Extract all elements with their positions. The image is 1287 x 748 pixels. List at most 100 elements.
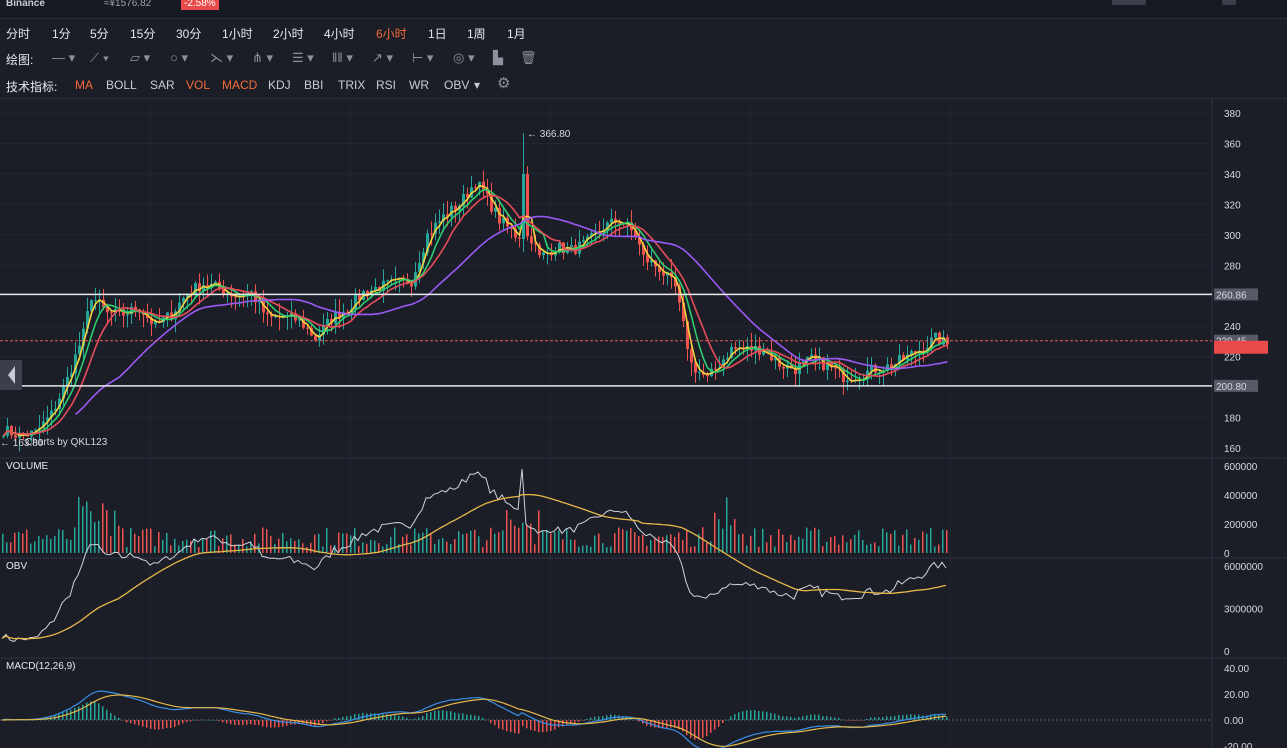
trash-icon[interactable]: 🗑 — [520, 50, 537, 65]
macd-histogram-bar — [578, 720, 580, 722]
candle-body — [582, 239, 585, 242]
indicator-rsi[interactable]: RSI — [376, 78, 397, 92]
macd-histogram-bar — [334, 718, 336, 720]
candle-body — [834, 367, 837, 369]
chevron-left-icon[interactable] — [8, 366, 15, 384]
header-button[interactable] — [1112, 0, 1146, 5]
price-axis-label: 320 — [1224, 200, 1241, 211]
candle-body — [426, 233, 429, 253]
volume-bar — [738, 534, 740, 553]
macd-histogram-bar — [942, 715, 944, 720]
volume-bar — [166, 533, 168, 553]
macd-histogram-bar — [466, 714, 468, 720]
candle-body — [494, 207, 497, 212]
macd-histogram-bar — [714, 720, 716, 730]
macd-histogram-bar — [474, 715, 476, 720]
candle-body — [58, 398, 61, 409]
timeframe-6[interactable]: 2小时 — [273, 27, 304, 41]
macd-histogram-bar — [610, 714, 612, 720]
indicator-vol[interactable]: VOL — [186, 78, 211, 92]
timeframe-0[interactable]: 分时 — [6, 27, 31, 41]
arrow-tool-icon[interactable]: ↗ ▾ — [372, 50, 394, 65]
timeframe-10[interactable]: 1周 — [467, 27, 486, 41]
volume-bar — [494, 533, 496, 553]
macd-histogram-bar — [434, 710, 436, 720]
measure-tool-icon[interactable]: ⊢ ▾ — [412, 50, 434, 65]
indicator-ma[interactable]: MA — [75, 78, 93, 92]
timeframe-2[interactable]: 5分 — [90, 27, 109, 41]
macd-histogram-bar — [522, 720, 524, 727]
indicator-trix[interactable]: TRIX — [338, 78, 366, 92]
volume-bar — [434, 544, 436, 553]
candle-body — [450, 205, 453, 217]
polyline-tool-icon[interactable]: ⋋ ▾ — [210, 50, 234, 65]
indicator-boll[interactable]: BOLL — [106, 78, 137, 92]
volume-bar — [742, 533, 744, 553]
volume-bar — [114, 510, 116, 553]
volume-bar — [386, 544, 388, 553]
macd-histogram-bar — [814, 714, 816, 720]
gear-icon[interactable]: ⚙ — [497, 75, 511, 92]
timeframe-1[interactable]: 1分 — [52, 27, 71, 41]
line-tool-icon[interactable]: — ▾ — [52, 50, 76, 65]
timeframe-4[interactable]: 30分 — [176, 27, 202, 41]
header-button-small[interactable] — [1222, 0, 1236, 5]
candle-body — [150, 317, 153, 325]
timeframe-8[interactable]: 6小时 — [376, 27, 407, 41]
timeframe-5[interactable]: 1小时 — [222, 27, 253, 41]
indicator-bbi[interactable]: BBI — [304, 78, 324, 92]
indicator-sar[interactable]: SAR — [150, 78, 175, 92]
candle-body — [306, 327, 309, 329]
candle-body — [810, 354, 813, 357]
candle-body — [770, 352, 773, 361]
macd-histogram-bar — [338, 717, 340, 720]
channel-tool-icon[interactable]: ▱ ▾ — [130, 50, 151, 65]
timeframe-7[interactable]: 4小时 — [324, 27, 355, 41]
volume-bar — [514, 525, 516, 553]
price-axis-label: 240 — [1224, 322, 1241, 333]
volume-bar — [594, 535, 596, 553]
macd-histogram-bar — [726, 719, 728, 721]
pitchfork-tool-icon[interactable]: ⋔ ▾ — [252, 50, 274, 65]
chart-type-icon[interactable]: ▙ — [493, 50, 503, 65]
indicator-wr[interactable]: WR — [409, 78, 429, 92]
candle-body — [166, 312, 169, 318]
timeframe-3[interactable]: 15分 — [130, 27, 156, 41]
volume-bar — [650, 539, 652, 553]
gann-tool-icon[interactable]: ‖‖ ▾ — [332, 50, 353, 65]
macd-histogram-bar — [494, 720, 496, 726]
candle-body — [274, 316, 277, 318]
macd-histogram-bar — [166, 720, 168, 728]
candle-body — [726, 358, 729, 360]
macd-histogram-bar — [398, 715, 400, 720]
macd-histogram-bar — [322, 720, 324, 724]
volume-bar — [230, 534, 232, 553]
macd-histogram-bar — [774, 713, 776, 720]
volume-bar — [554, 532, 556, 553]
timeframe-11[interactable]: 1月 — [507, 27, 526, 41]
volume-bar — [134, 533, 136, 553]
volume-bar — [858, 530, 860, 553]
indicator-kdj[interactable]: KDJ — [268, 78, 291, 92]
volume-bar — [526, 525, 528, 553]
indicator-macd[interactable]: MACD — [222, 78, 258, 92]
fib-tool-icon[interactable]: ☰ ▾ — [292, 50, 314, 65]
volume-bar — [902, 534, 904, 553]
volume-bar — [914, 538, 916, 553]
timeframe-9[interactable]: 1日 — [428, 27, 447, 41]
macd-histogram-bar — [746, 710, 748, 720]
macd-histogram-bar — [278, 720, 280, 728]
indicator-obv[interactable]: OBV — [444, 78, 470, 92]
circle-tool-icon[interactable]: ○ ▾ — [170, 50, 188, 65]
volume-bar — [458, 531, 460, 553]
text-tool-icon[interactable]: ◎ ▾ — [453, 50, 475, 65]
obv-axis-label: 3000000 — [1224, 605, 1263, 616]
ray-tool-icon[interactable]: ⟋ ▾ — [90, 50, 110, 65]
indicator-dropdown-icon[interactable]: ▾ — [474, 78, 481, 92]
candle-body — [942, 337, 945, 345]
macd-histogram-bar — [74, 707, 76, 720]
volume-bar — [454, 538, 456, 553]
volume-bar — [678, 532, 680, 553]
price-chart[interactable]: 380360340320300280260240220200180160260.… — [0, 98, 1287, 748]
candle-body — [466, 193, 469, 198]
